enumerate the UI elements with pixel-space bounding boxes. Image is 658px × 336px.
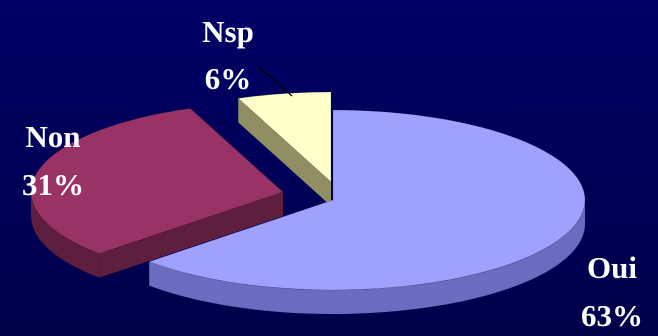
slice-label-oui: Oui — [587, 250, 637, 285]
slice-value-oui: 63% — [581, 298, 643, 333]
slice-label-nsp: Nsp — [202, 14, 254, 49]
slice-value-nsp: 6% — [205, 61, 252, 96]
slice-value-non: 31% — [22, 167, 84, 202]
pie-wall-non — [99, 192, 284, 278]
pie-side-non — [31, 192, 100, 278]
pie-side-oui — [149, 200, 585, 314]
pie-slice-non — [30, 108, 284, 254]
pie-slice-tops — [30, 91, 586, 291]
nsp-leader-line — [257, 65, 293, 97]
pie-labels: Oui 63% Non 31% Nsp 6% — [22, 14, 643, 333]
pie-slice-oui — [148, 109, 586, 291]
pie-wall-nsp — [238, 98, 331, 206]
pie-slice-nsp — [237, 91, 332, 183]
slice-label-non: Non — [25, 119, 80, 154]
